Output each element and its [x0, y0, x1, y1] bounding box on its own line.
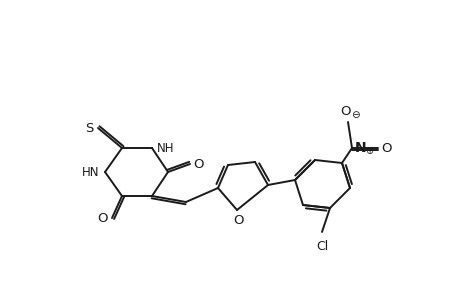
Text: ⊖: ⊖: [350, 110, 358, 120]
Text: O: O: [193, 158, 204, 170]
Text: O: O: [233, 214, 244, 226]
Text: Cl: Cl: [315, 239, 327, 253]
Text: O: O: [98, 212, 108, 224]
Text: NH: NH: [157, 142, 174, 154]
Text: ⊕: ⊕: [364, 146, 372, 156]
Text: N: N: [354, 141, 366, 155]
Text: O: O: [340, 104, 351, 118]
Text: O: O: [381, 142, 392, 154]
Text: HN: HN: [82, 166, 100, 178]
Text: S: S: [84, 122, 93, 134]
